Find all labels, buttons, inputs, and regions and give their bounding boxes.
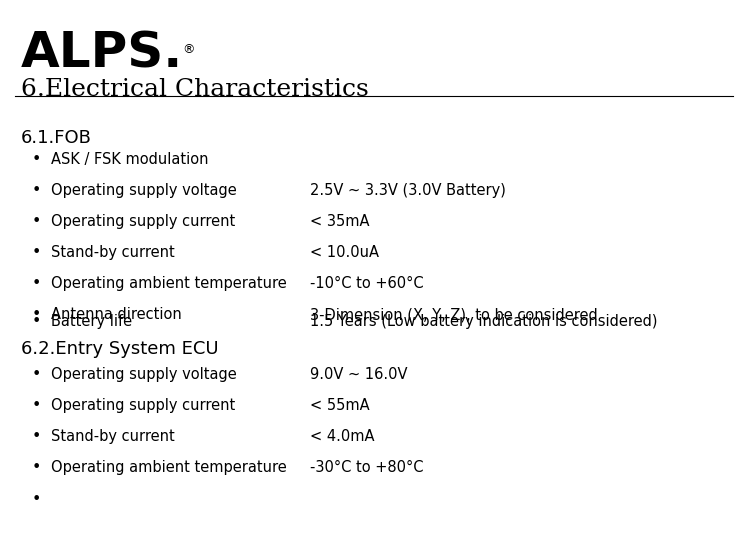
Text: •: • bbox=[31, 429, 40, 444]
Text: 6.Electrical Characteristics: 6.Electrical Characteristics bbox=[21, 78, 369, 101]
Text: ALPS.: ALPS. bbox=[21, 29, 183, 78]
Text: •: • bbox=[31, 183, 40, 198]
Text: ®: ® bbox=[182, 43, 194, 56]
Text: -10°C to +60°C: -10°C to +60°C bbox=[310, 276, 424, 291]
Text: 6.1.FOB: 6.1.FOB bbox=[21, 129, 92, 147]
Text: •: • bbox=[31, 492, 40, 507]
Text: •: • bbox=[31, 398, 40, 413]
Text: Stand-by current: Stand-by current bbox=[51, 245, 174, 260]
Text: •: • bbox=[31, 367, 40, 382]
Text: 9.0V ~ 16.0V: 9.0V ~ 16.0V bbox=[310, 367, 408, 382]
Text: 1.5 Years (Low battery indication is considered): 1.5 Years (Low battery indication is con… bbox=[310, 314, 658, 329]
Text: < 10.0uA: < 10.0uA bbox=[310, 245, 379, 260]
Text: •: • bbox=[31, 314, 40, 329]
Text: 3-Dimension (X, Y, Z), to be considered: 3-Dimension (X, Y, Z), to be considered bbox=[310, 307, 598, 322]
Text: •: • bbox=[31, 214, 40, 229]
Text: •: • bbox=[31, 307, 40, 322]
Text: 6.2.Entry System ECU: 6.2.Entry System ECU bbox=[21, 340, 218, 359]
Text: < 35mA: < 35mA bbox=[310, 214, 370, 229]
Text: •: • bbox=[31, 460, 40, 475]
Text: -30°C to +80°C: -30°C to +80°C bbox=[310, 460, 424, 475]
Text: Antenna direction: Antenna direction bbox=[51, 307, 182, 322]
Text: Operating supply current: Operating supply current bbox=[51, 214, 235, 229]
Text: 2.5V ~ 3.3V (3.0V Battery): 2.5V ~ 3.3V (3.0V Battery) bbox=[310, 183, 506, 198]
Text: Operating ambient temperature: Operating ambient temperature bbox=[51, 460, 286, 475]
Text: Stand-by current: Stand-by current bbox=[51, 429, 174, 444]
Text: Operating ambient temperature: Operating ambient temperature bbox=[51, 276, 286, 291]
Text: •: • bbox=[31, 245, 40, 260]
Text: •: • bbox=[31, 276, 40, 291]
Text: ASK / FSK modulation: ASK / FSK modulation bbox=[51, 152, 209, 167]
Text: Battery life: Battery life bbox=[51, 314, 132, 329]
Text: Operating supply current: Operating supply current bbox=[51, 398, 235, 413]
Text: < 55mA: < 55mA bbox=[310, 398, 370, 413]
Text: •: • bbox=[31, 152, 40, 167]
Text: Operating supply voltage: Operating supply voltage bbox=[51, 367, 236, 382]
Text: Operating supply voltage: Operating supply voltage bbox=[51, 183, 236, 198]
Text: < 4.0mA: < 4.0mA bbox=[310, 429, 375, 444]
